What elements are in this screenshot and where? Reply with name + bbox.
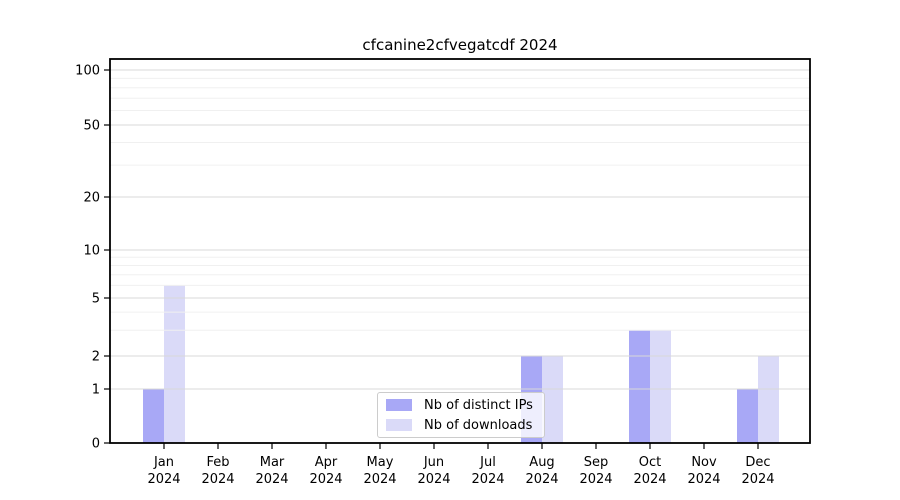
x-tick-label-year: 2024 xyxy=(309,472,342,487)
y-tick-label: 50 xyxy=(83,119,100,134)
chart-title: cfcanine2cfvegatcdf 2024 xyxy=(362,36,558,54)
x-tick-label-year: 2024 xyxy=(255,472,288,487)
x-tick-label-month: Dec xyxy=(745,455,770,470)
x-tick-label-month: Mar xyxy=(260,455,285,470)
x-tick-label-year: 2024 xyxy=(201,472,234,487)
x-tick-label-year: 2024 xyxy=(687,472,720,487)
x-tick-label-month: Jun xyxy=(423,455,444,470)
x-tick-label-year: 2024 xyxy=(741,472,774,487)
legend: Nb of distinct IPs Nb of downloads xyxy=(377,392,545,438)
y-tick-label: 100 xyxy=(75,64,100,79)
x-tick-label-month: Nov xyxy=(691,455,717,470)
x-axis: Jan 2024 Feb 2024 Mar 2024 Apr 2024 May 2024 Jun 20… xyxy=(147,443,775,487)
bar-nb-of-downloads-oct xyxy=(650,330,671,443)
bar-nb-of-downloads-jan xyxy=(164,285,185,443)
x-tick-label-year: 2024 xyxy=(363,472,396,487)
legend-item-downloads: Nb of downloads xyxy=(386,418,544,432)
bars xyxy=(143,285,779,443)
y-tick-label: 1 xyxy=(92,383,100,398)
x-tick-label-year: 2024 xyxy=(471,472,504,487)
x-tick-label-month: Feb xyxy=(206,455,229,470)
x-tick-label-month: Oct xyxy=(639,455,661,470)
y-tick-label: 20 xyxy=(83,191,100,206)
x-tick-label-month: May xyxy=(367,455,394,470)
x-tick-label-year: 2024 xyxy=(525,472,558,487)
y-tick-label: 10 xyxy=(83,244,100,259)
y-tick-label: 0 xyxy=(92,437,100,452)
x-tick-label-month: Jan xyxy=(153,455,174,470)
y-axis: 0 1 2 5 10 20 50 100 xyxy=(75,64,110,452)
plot-border xyxy=(109,58,811,444)
x-tick-label-month: Apr xyxy=(315,455,338,470)
bar-nb-of-distinct-ips-oct xyxy=(629,330,650,443)
bar-nb-of-distinct-ips-jan xyxy=(143,389,164,443)
bar-nb-of-distinct-ips-dec xyxy=(737,389,758,443)
legend-swatch-distinct-ips xyxy=(386,399,412,411)
x-tick-label-year: 2024 xyxy=(417,472,450,487)
x-tick-label-year: 2024 xyxy=(579,472,612,487)
x-tick-label-year: 2024 xyxy=(633,472,666,487)
y-tick-label: 5 xyxy=(92,292,100,307)
x-tick-label-month: Aug xyxy=(529,455,554,470)
x-tick-label-month: Jul xyxy=(479,455,496,470)
legend-label-distinct-ips: Nb of distinct IPs xyxy=(424,397,533,413)
legend-label-downloads: Nb of downloads xyxy=(424,417,533,433)
x-tick-label-month: Sep xyxy=(584,455,609,470)
x-tick-label-year: 2024 xyxy=(147,472,180,487)
legend-swatch-downloads xyxy=(386,419,412,431)
y-tick-label: 2 xyxy=(92,350,100,365)
bar-nb-of-downloads-aug xyxy=(542,356,563,443)
legend-item-distinct-ips: Nb of distinct IPs xyxy=(386,398,544,412)
bar-nb-of-downloads-dec xyxy=(758,356,779,443)
gridlines xyxy=(110,69,810,390)
